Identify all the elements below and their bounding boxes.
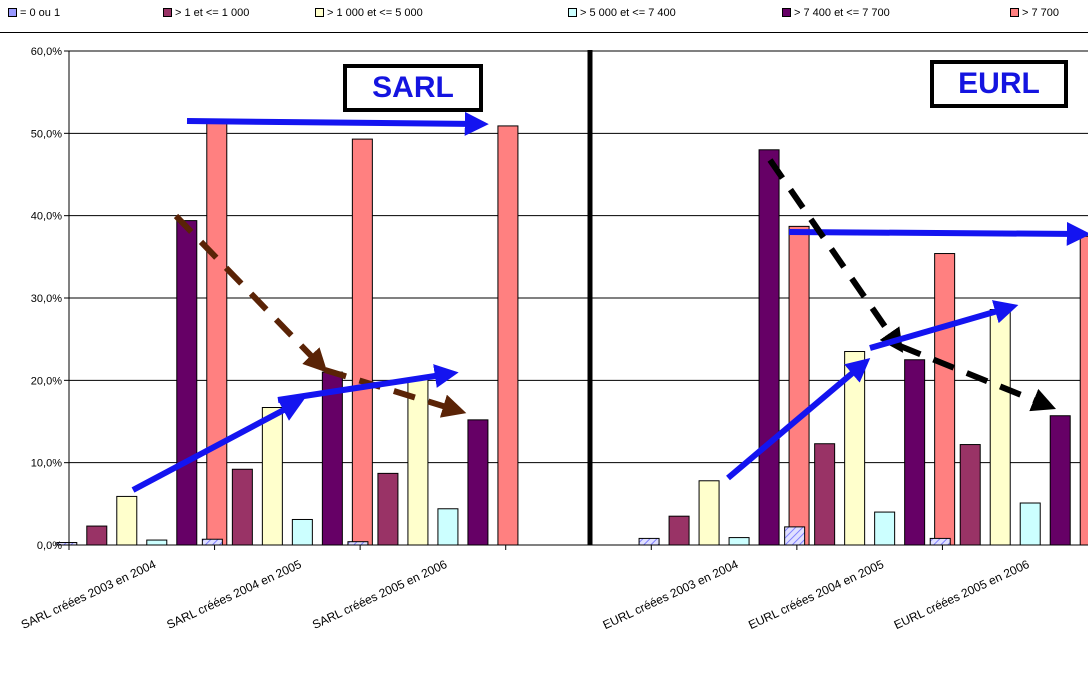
bar (758, 149, 780, 546)
legend-item: > 1 000 et <= 5 000 (315, 7, 423, 19)
y-tick-label: 50,0% (31, 128, 62, 140)
bar (638, 537, 660, 546)
bar (1049, 415, 1071, 546)
bar (934, 253, 956, 546)
bar (728, 537, 750, 546)
bar (206, 122, 228, 546)
bar (698, 480, 720, 546)
bar (116, 495, 138, 546)
legend-swatch (782, 8, 791, 17)
y-tick-label: 20,0% (31, 375, 62, 387)
sarl-blue-arrow-1 (131, 398, 305, 493)
legend-swatch (8, 8, 17, 17)
legend-swatch (568, 8, 577, 17)
legend-label: = 0 ou 1 (20, 7, 61, 19)
y-tick-label: 0,0% (37, 540, 62, 552)
x-tick-label: SARL créées 2004 en 2005 (164, 557, 303, 632)
y-tick-label: 40,0% (31, 211, 62, 223)
sarl-top-arrow (186, 111, 489, 136)
legend-swatch (1010, 8, 1019, 17)
bar (437, 508, 459, 546)
bar (788, 225, 810, 546)
legend-item: = 0 ou 1 (8, 7, 60, 19)
x-tick-label: EURL créées 2005 en 2006 (892, 557, 1032, 632)
legend-item: > 5 000 et <= 7 400 (568, 7, 676, 19)
bar (321, 371, 343, 546)
sarl-box-label: SARL (343, 64, 483, 112)
bar (874, 511, 896, 546)
bar (904, 359, 926, 546)
legend-label: > 7 700 (1022, 7, 1060, 19)
y-tick-label: 30,0% (31, 293, 62, 305)
y-tick-label: 10,0% (31, 458, 62, 470)
bar (497, 125, 519, 546)
y-tick-label: 60,0% (31, 46, 62, 58)
bar (201, 538, 223, 546)
legend-label: > 5 000 et <= 7 400 (580, 7, 676, 19)
legend-item: > 7 700 (1010, 7, 1059, 19)
bar (231, 468, 253, 546)
legend-label: > 7 400 et <= 7 700 (794, 7, 890, 19)
eurl-black-arrow-2 (898, 343, 1057, 412)
eurl-box-label: EURL (930, 60, 1068, 108)
x-tick-label: SARL créées 2003 en 2004 (19, 557, 158, 632)
bar (86, 525, 108, 546)
bar (377, 472, 399, 546)
legend-label: > 1 et <= 1 000 (175, 7, 250, 19)
legend: = 0 ou 1 > 1 et <= 1 000 > 1 000 et <= 5 0… (0, 0, 1088, 33)
sarl-brown-arrow-1 (173, 213, 328, 373)
bar (1019, 502, 1041, 546)
x-tick-label: SARL créées 2005 en 2006 (310, 557, 449, 632)
bar (407, 378, 429, 546)
sarl-blue-arrow-2 (277, 364, 459, 403)
x-tick-label: EURL créées 2003 en 2004 (601, 557, 741, 632)
bar (146, 539, 168, 546)
bar (261, 407, 283, 546)
bar (1079, 235, 1088, 546)
eurl-top-arrow (788, 221, 1088, 246)
bar (959, 444, 981, 546)
bar (929, 537, 951, 546)
legend-item: > 7 400 et <= 7 700 (782, 7, 890, 19)
bar (784, 526, 806, 546)
eurl-blue-arrow-2 (869, 300, 1019, 351)
eurl-black-arrow-1 (767, 158, 904, 353)
bar (291, 518, 313, 546)
legend-swatch (315, 8, 324, 17)
bar (467, 419, 489, 546)
eurl-blue-arrow-1 (726, 358, 871, 481)
bar (351, 138, 373, 546)
bar (668, 515, 690, 546)
sarl-brown-arrow-2 (324, 367, 467, 418)
bar (176, 220, 198, 546)
bar (814, 443, 836, 546)
legend-label: > 1 000 et <= 5 000 (327, 7, 423, 19)
x-tick-label: EURL créées 2004 en 2005 (746, 557, 886, 632)
legend-item: > 1 et <= 1 000 (163, 7, 249, 19)
bar (989, 309, 1011, 546)
legend-swatch (163, 8, 172, 17)
